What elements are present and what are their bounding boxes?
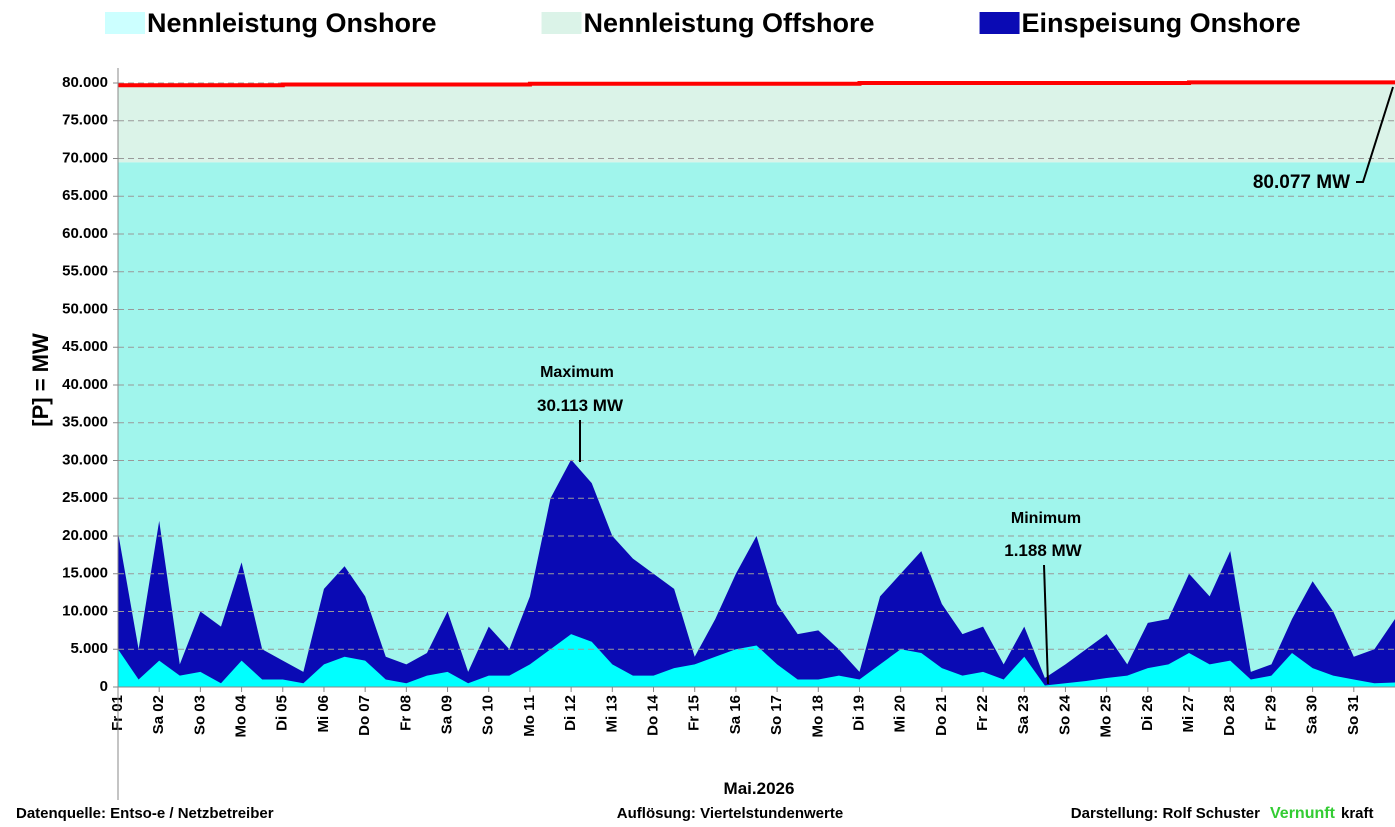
y-tick-label: 10.000	[62, 602, 108, 619]
x-tick-label: Sa 23	[1015, 695, 1032, 734]
legend-label: Einspeisung Onshore	[1022, 8, 1301, 38]
annotation-title: Maximum	[540, 364, 614, 381]
legend-swatch	[541, 12, 582, 34]
y-tick-label: 50.000	[62, 300, 108, 317]
legend-label: Nennleistung Offshore	[584, 8, 875, 38]
overlay	[118, 80, 1395, 88]
y-tick-label: 0	[100, 678, 108, 695]
x-tick-label: So 24	[1056, 694, 1073, 735]
x-tick-label: Sa 02	[150, 695, 167, 734]
x-tick-label: Do 21	[933, 695, 950, 736]
x-tick-label: Mo 04	[233, 694, 250, 737]
legend-label: Nennleistung Onshore	[147, 8, 437, 38]
area	[118, 82, 1395, 163]
y-tick-label: 75.000	[62, 112, 108, 129]
x-tick-label: So 10	[480, 695, 497, 735]
y-tick-label: 5.000	[70, 640, 108, 657]
footer-author: Darstellung: Rolf Schuster	[1071, 805, 1260, 822]
x-tick-label: Di 05	[274, 695, 291, 731]
area	[118, 459, 1395, 687]
annotation-text: 30.113 MW	[537, 396, 624, 415]
x-tick-label: Mi 06	[315, 695, 332, 733]
x-tick-label: Fr 29	[1262, 695, 1279, 731]
y-axis-title: [P] = MW	[28, 333, 53, 427]
footer-source: Datenquelle: Entso-e / Netzbetreiber	[16, 805, 274, 822]
x-tick-label: Di 19	[850, 695, 867, 731]
y-tick-label: 55.000	[62, 263, 108, 280]
x-tick-label: So 31	[1345, 695, 1362, 735]
legend-swatch	[105, 12, 145, 34]
x-tick-label: Mo 18	[809, 695, 826, 738]
legend-swatch	[979, 12, 1020, 34]
y-tick-label: 65.000	[62, 187, 108, 204]
capacity-line	[118, 80, 1395, 88]
footer-resolution: Auflösung: Viertelstundenwerte	[617, 805, 843, 822]
x-tick-label: Sa 16	[727, 695, 744, 734]
x-tick-label: Mi 27	[1180, 695, 1197, 733]
x-tick-label: Fr 15	[686, 695, 703, 731]
annotation-title: Minimum	[1011, 510, 1081, 527]
y-tick-label: 20.000	[62, 527, 108, 544]
annotation-text: 80.077 MW	[1253, 172, 1350, 193]
x-tick-label: Do 14	[644, 694, 661, 736]
x-tick-label: So 03	[191, 695, 208, 735]
leader	[1356, 86, 1394, 183]
x-tick-label: Sa 09	[439, 695, 456, 734]
x-tick-label: Sa 30	[1304, 695, 1321, 734]
x-tick-label: Mi 20	[892, 695, 909, 733]
x-tick-label: Do 28	[1221, 695, 1238, 736]
x-tick-label: Mo 11	[521, 695, 538, 737]
x-tick-label: Fr 08	[397, 695, 414, 731]
y-tick-label: 60.000	[62, 225, 108, 242]
annotation-text: 1.188 MW	[1004, 541, 1082, 560]
y-tick-label: 45.000	[62, 338, 108, 355]
x-tick-label: So 17	[768, 695, 785, 735]
x-tick-label: Di 12	[562, 695, 579, 731]
footer-brand: kraft	[1341, 805, 1374, 822]
y-tick-label: 80.000	[62, 74, 108, 91]
y-tick-label: 30.000	[62, 451, 108, 468]
x-tick-label: Mi 13	[603, 695, 620, 733]
x-tick-label: Mo 25	[1098, 695, 1115, 738]
y-tick-label: 25.000	[62, 489, 108, 506]
y-tick-label: 35.000	[62, 414, 108, 431]
x-axis-title: Mai.2026	[724, 779, 795, 798]
x-tick-label: Fr 22	[974, 695, 991, 731]
footer-brand: Vernunft	[1270, 805, 1336, 822]
y-tick-label: 40.000	[62, 376, 108, 393]
area	[118, 162, 1395, 687]
x-tick-label: Fr 01	[109, 695, 126, 731]
x-tick-label: Do 07	[356, 695, 373, 736]
y-tick-label: 70.000	[62, 149, 108, 166]
plot-area	[118, 82, 1395, 687]
leader	[1043, 564, 1049, 685]
area	[118, 634, 1395, 687]
y-tick-label: 15.000	[62, 565, 108, 582]
x-tick-label: Di 26	[1139, 695, 1156, 731]
